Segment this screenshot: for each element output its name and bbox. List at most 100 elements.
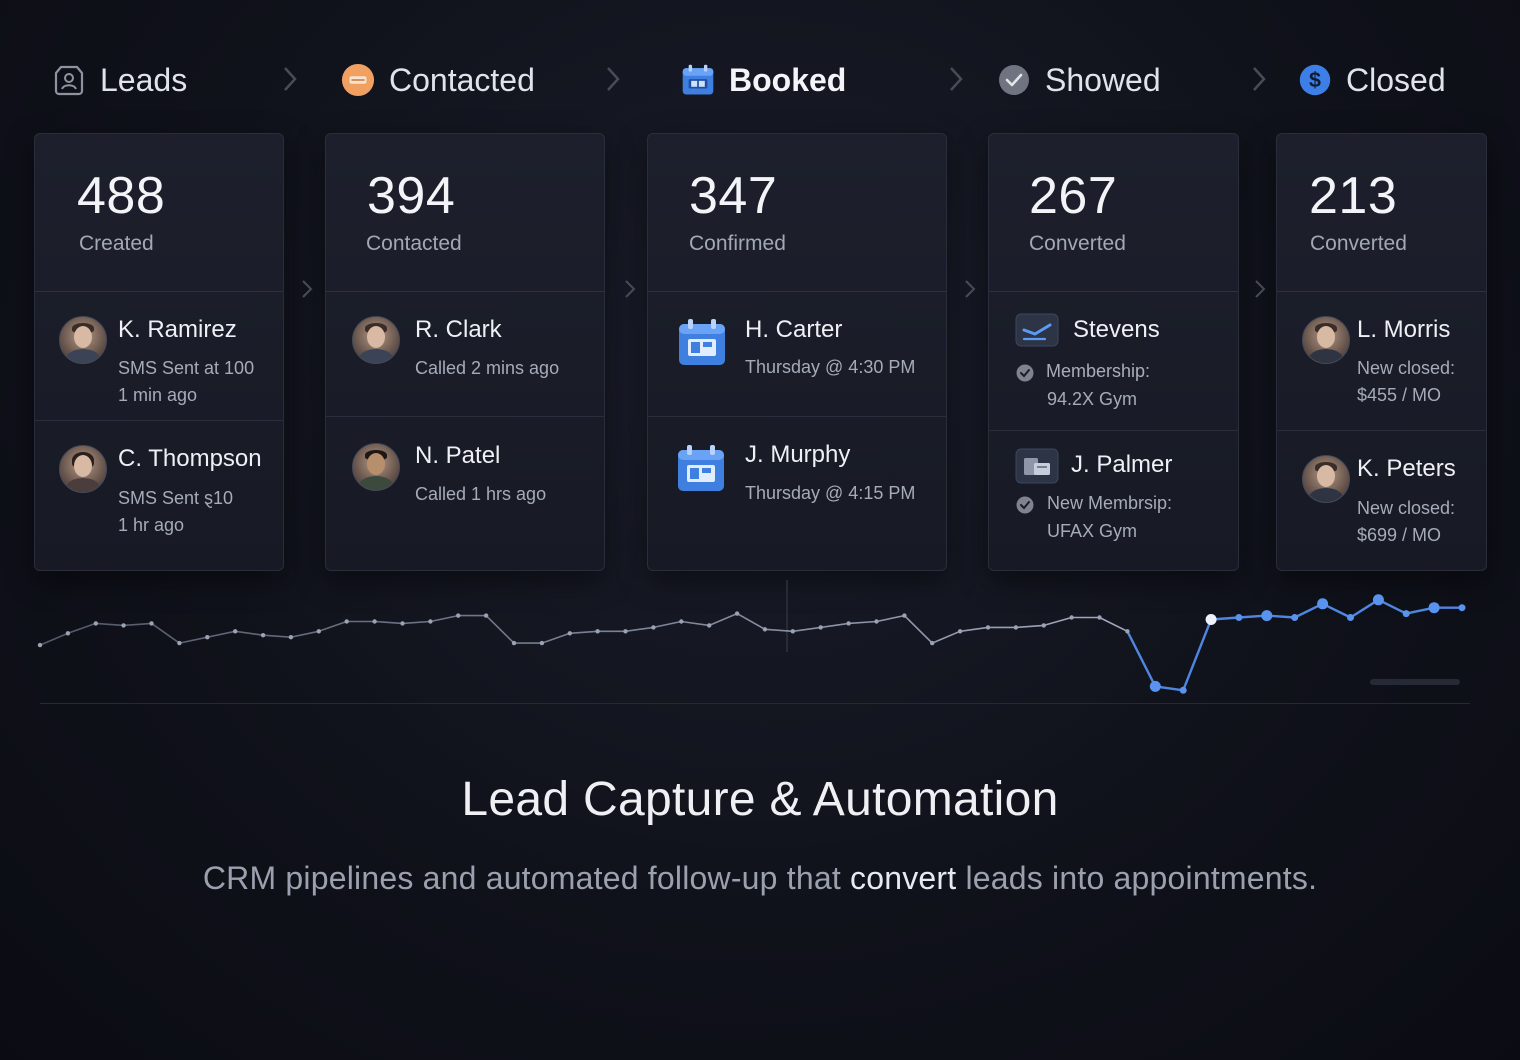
calendar-icon xyxy=(679,319,725,365)
list-item[interactable]: L. Morris New closed: $455 / MO xyxy=(1277,291,1486,431)
data-point[interactable] xyxy=(65,631,71,636)
data-point[interactable] xyxy=(149,621,154,626)
data-point[interactable] xyxy=(1013,625,1019,630)
data-point[interactable] xyxy=(344,619,349,624)
stage-booked[interactable]: Booked xyxy=(681,54,846,106)
avatar xyxy=(352,316,400,364)
data-point[interactable] xyxy=(818,625,823,630)
list-item[interactable]: C. Thompson SMS Sent ȿ10 1 hr ago xyxy=(35,421,283,571)
data-point[interactable] xyxy=(1149,680,1161,692)
client-name: K. Peters xyxy=(1357,455,1456,482)
chart-scroll-thumb[interactable] xyxy=(1370,679,1460,685)
data-point[interactable] xyxy=(400,621,405,626)
appointment-name: J. Murphy xyxy=(745,441,851,468)
stage-showed[interactable]: Showed xyxy=(997,54,1161,106)
closed-count: 213 xyxy=(1309,167,1398,225)
data-point[interactable] xyxy=(121,623,126,628)
data-point[interactable] xyxy=(93,621,99,626)
stage-card-closed[interactable]: 213 Converted L. Morris New closed: $455… xyxy=(1276,133,1487,571)
contact-detail: SMS Sent at 100 xyxy=(118,358,255,378)
data-point[interactable] xyxy=(874,619,879,624)
stage-label-showed: Showed xyxy=(1045,61,1161,98)
chevron-right-icon xyxy=(607,67,620,91)
data-point[interactable] xyxy=(1458,604,1466,612)
contact-detail: SMS Sent ȿ10 xyxy=(118,488,234,508)
data-point[interactable] xyxy=(456,613,461,618)
membership-gym: UFAX Gym xyxy=(1047,521,1138,541)
data-point[interactable] xyxy=(1097,615,1102,620)
data-point[interactable] xyxy=(985,625,991,630)
data-point[interactable] xyxy=(1347,614,1354,621)
data-point[interactable] xyxy=(539,640,545,646)
data-point[interactable] xyxy=(37,642,43,648)
data-point[interactable] xyxy=(428,619,433,624)
stage-contacted[interactable]: Contacted xyxy=(341,54,535,106)
chevron-right-icon xyxy=(965,280,976,298)
data-point[interactable] xyxy=(790,629,795,634)
data-point[interactable] xyxy=(316,629,321,634)
stage-card-showed[interactable]: 267 Converted Stevens Membership: 94.2X … xyxy=(988,133,1239,571)
count-label: Converted xyxy=(1029,232,1126,255)
subtitle-emphasis: convert xyxy=(850,860,957,896)
data-point[interactable] xyxy=(1179,686,1187,694)
list-item[interactable]: K. Ramirez SMS Sent at 100 1 min ago xyxy=(35,291,283,421)
list-item[interactable]: J. Palmer New Membrsip: UFAX Gym xyxy=(989,431,1238,571)
avatar xyxy=(1302,455,1350,503)
chevron-right-icon xyxy=(1255,280,1266,298)
stage-card-contacted[interactable]: 394 Contacted R. Clark Called 2 mins ago… xyxy=(325,133,605,571)
stage-card-leads[interactable]: 488 Created K. Ramirez SMS Sent at 100 1… xyxy=(34,133,284,571)
data-point[interactable] xyxy=(1291,614,1299,621)
data-point[interactable] xyxy=(483,613,489,618)
contact-name: R. Clark xyxy=(415,316,502,343)
membership-gym: 94.2X Gym xyxy=(1047,389,1138,409)
data-point[interactable] xyxy=(1069,615,1074,620)
data-point[interactable] xyxy=(595,629,600,634)
data-point[interactable] xyxy=(1235,614,1243,621)
chevron-right-icon xyxy=(625,280,636,298)
list-item[interactable]: K. Peters New closed: $699 / MO xyxy=(1277,431,1486,571)
list-item[interactable]: N. Patel Called 1 hrs ago xyxy=(326,417,604,571)
data-point[interactable] xyxy=(511,640,517,646)
list-item[interactable]: Stevens Membership: 94.2X Gym xyxy=(989,291,1238,431)
data-point[interactable] xyxy=(233,629,238,634)
data-point[interactable] xyxy=(1428,602,1440,614)
data-point[interactable] xyxy=(679,619,684,624)
data-point[interactable] xyxy=(734,611,740,616)
data-point[interactable] xyxy=(846,621,851,626)
data-point[interactable] xyxy=(1372,594,1384,606)
data-point[interactable] xyxy=(651,625,656,630)
data-point[interactable] xyxy=(1125,629,1130,634)
data-point[interactable] xyxy=(372,619,377,624)
appointment-time: Thursday @ 4:30 PM xyxy=(745,357,916,377)
data-point[interactable] xyxy=(567,631,572,636)
data-point[interactable] xyxy=(1261,610,1273,622)
card-header: 267 Converted xyxy=(989,134,1238,292)
data-point[interactable] xyxy=(205,635,210,640)
stage-label-booked: Booked xyxy=(729,61,847,98)
data-point[interactable] xyxy=(1317,598,1329,610)
data-point[interactable] xyxy=(260,633,266,638)
appointment-time: Thursday @ 4:15 PM xyxy=(745,483,916,503)
data-point[interactable] xyxy=(623,629,628,634)
data-point[interactable] xyxy=(957,629,963,634)
data-point[interactable] xyxy=(1041,623,1047,628)
receipt-icon xyxy=(1015,448,1059,484)
data-point[interactable] xyxy=(1402,610,1410,618)
series-line-history xyxy=(39,612,1128,646)
list-item[interactable]: J. Murphy Thursday @ 4:15 PM xyxy=(648,417,946,571)
data-point[interactable] xyxy=(902,613,907,618)
deal-detail: New closed: xyxy=(1357,498,1456,518)
contact-detail: Called 1 hrs ago xyxy=(415,484,547,504)
data-point[interactable] xyxy=(1205,614,1217,625)
stage-card-booked[interactable]: 347 Confirmed H. Carter Thursday @ 4:30 … xyxy=(647,133,947,571)
data-point[interactable] xyxy=(707,623,712,628)
data-point[interactable] xyxy=(288,635,294,640)
list-item[interactable]: R. Clark Called 2 mins ago xyxy=(326,291,604,417)
data-point[interactable] xyxy=(762,627,768,632)
data-point[interactable] xyxy=(930,640,935,646)
data-point[interactable] xyxy=(177,640,182,646)
stage-closed[interactable]: $ Closed xyxy=(1298,54,1446,106)
svg-text:$: $ xyxy=(1309,68,1321,92)
list-item[interactable]: H. Carter Thursday @ 4:30 PM xyxy=(648,291,946,417)
stage-leads[interactable]: Leads xyxy=(52,54,187,106)
